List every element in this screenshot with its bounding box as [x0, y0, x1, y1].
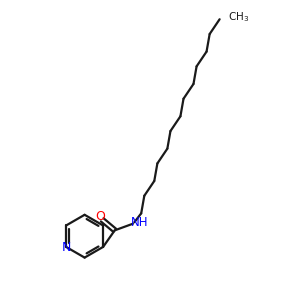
- Text: CH$_3$: CH$_3$: [228, 10, 249, 24]
- Text: O: O: [95, 210, 105, 223]
- Text: N: N: [61, 241, 71, 254]
- Text: NH: NH: [131, 216, 148, 229]
